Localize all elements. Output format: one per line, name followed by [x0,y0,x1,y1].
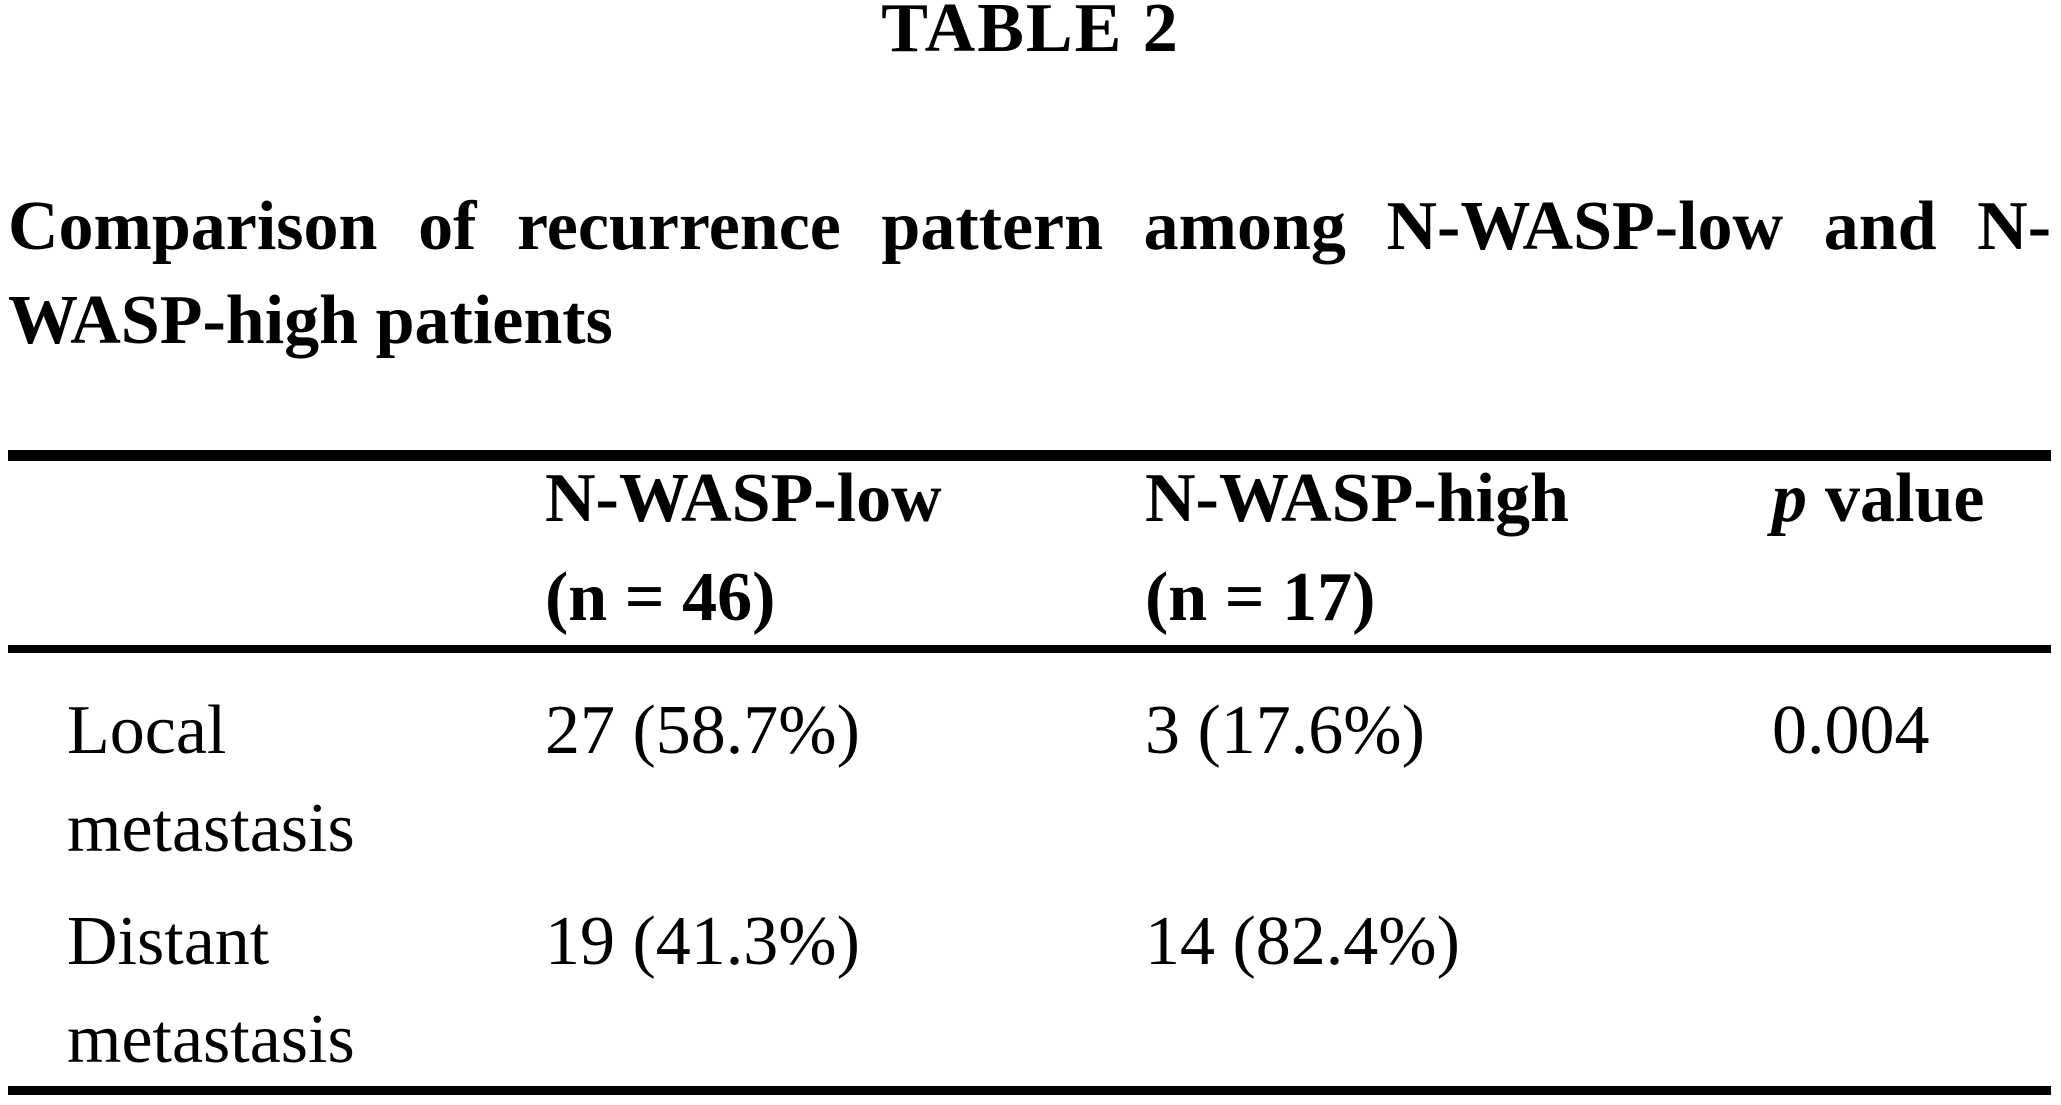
table-header-rule [8,645,2051,653]
p-value-symbol: p [1772,460,1807,537]
column-header-nwasp-high: N-WASP-high (n = 17) [1145,449,1772,647]
cell-nwasp-low: 19 (41.3%) [545,903,860,980]
column-header-nwasp-low-subtitle: (n = 46) [545,559,776,636]
row-label: Local metastasis [67,692,355,867]
table-top-rule [8,450,2051,461]
cell-nwasp-high: 14 (82.4%) [1145,903,1460,980]
row-label: Distant metastasis [67,903,355,1078]
row-label-cell: Local metastasis [0,682,545,878]
table-caption: Comparison of recurrence pattern among N… [8,180,2051,368]
caption-line-1: Comparison of recurrence pattern among N… [8,188,2051,265]
table-bottom-rule [8,1086,2051,1095]
caption-line-2: WASP-high patients [8,282,613,359]
table-row-distant-metastasis: Distant metastasis 19 (41.3%) 14 (82.4%) [0,893,2061,1089]
row-label-cell: Distant metastasis [0,893,545,1089]
cell-p-value [1772,893,2061,1089]
column-header-p-value: p value [1772,449,2061,647]
p-value-word: value [1825,460,1985,537]
header-row-label-column [0,449,545,647]
cell-nwasp-low: 27 (58.7%) [545,692,860,769]
column-header-nwasp-low-title: N-WASP-low [545,460,942,537]
column-header-nwasp-high-subtitle: (n = 17) [1145,559,1376,636]
column-header-nwasp-high-title: N-WASP-high [1145,460,1569,537]
table-row-local-metastasis: Local metastasis 27 (58.7%) 3 (17.6%) 0.… [0,682,2061,878]
column-header-nwasp-low: N-WASP-low (n = 46) [545,449,1145,647]
table-number-heading: TABLE 2 [881,0,1180,67]
cell-nwasp-high: 3 (17.6%) [1145,692,1425,769]
cell-p-value: 0.004 [1772,692,1930,769]
table-header-row: N-WASP-low (n = 46) N-WASP-high (n = 17)… [0,449,2061,647]
